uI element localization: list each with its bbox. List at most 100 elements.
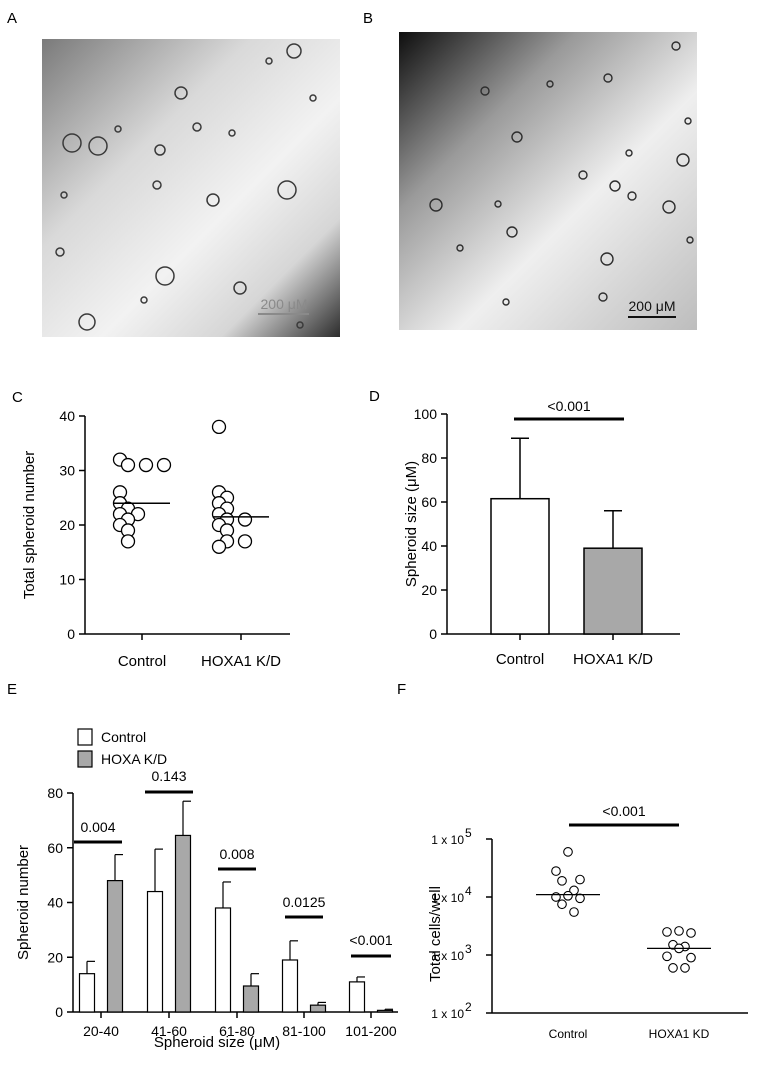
e-bar [78,973,96,1013]
micrograph-a: 200 μM [42,39,340,337]
f-x-tick-label: HOXA1 KD [649,1027,710,1041]
f-y-axis-label: Total cells/well [427,886,444,982]
d-significance-label: <0.001 [547,398,590,414]
e-y-axis-label: Spheroid number [15,845,32,960]
f-data-point [557,899,567,910]
d-y-tick-label: 60 [421,494,437,510]
c-data-point [211,539,227,554]
f-data-point [662,927,672,937]
f-data-point [575,874,585,885]
e-y-tick-label: 20 [47,949,63,965]
f-y-tick-label: 1 x 10 [431,891,464,905]
panel-label-b: B [363,10,373,27]
e-significance-label: 0.004 [80,819,115,835]
e-y-tick-label: 60 [47,840,63,856]
c-y-tick-label: 20 [59,517,75,533]
c-y-tick-label: 30 [59,463,75,479]
panel-label-a: A [7,10,17,27]
micrograph-a-background [42,39,340,337]
d-y-tick-label: 100 [414,406,438,422]
f-data-point [680,963,690,973]
f-data-point [563,847,573,857]
chart-d: 0 20 40 60 80 100 Control HOXA1 K/D <0.001 Sphero… [403,398,680,668]
e-bar [242,985,260,1013]
e-x-axis-label: Spheroid size (μM) [154,1034,280,1051]
c-data-point [120,534,136,549]
f-data-point [674,926,684,936]
d-y-tick-label: 40 [421,538,437,554]
d-y-tick-label: 80 [421,450,437,466]
d-y-tick-label: 20 [421,582,437,598]
e-y-tick-label: 80 [47,785,63,801]
chart-e: 0 20 40 60 80 20-40 41-60 61-80 81-100 101-200 0.0… [15,728,398,1051]
c-data-point [138,457,154,473]
chart-c: 0 10 20 30 40 Control HOXA1 K/D Total spheroid … [21,408,290,670]
d-y-axis-label: Spheroid size (μM) [403,461,420,587]
e-x-tick-label: 61-80 [219,1023,255,1039]
c-x-tick-label: Control [118,653,166,670]
f-y-tick-label: 1 x 10 [431,833,464,847]
e-significance-label: 0.143 [151,768,186,784]
micrograph-a-spheroids [55,43,317,331]
c-data-point [120,457,136,473]
e-x-tick-label: 81-100 [282,1023,326,1039]
e-bar [376,1009,394,1013]
e-y-tick-label: 40 [47,895,63,911]
c-data-point [156,457,172,473]
d-y-tick-label: 0 [429,626,437,642]
f-data-point [662,951,672,962]
f-data-point [551,866,561,876]
e-bar [106,879,124,1013]
e-bar [348,981,366,1013]
c-data-point [237,512,253,527]
e-x-tick-label: 41-60 [151,1023,187,1039]
micrograph-b-background [399,32,697,330]
c-x-tick-label: HOXA1 K/D [201,653,281,670]
f-y-tick-exponent: 2 [465,1000,472,1014]
f-data-point [575,893,585,904]
f-significance-label: <0.001 [602,803,645,819]
f-y-tick-exponent: 3 [465,942,472,956]
e-x-tick-label: 20-40 [83,1023,119,1039]
e-y-tick-label: 0 [55,1004,63,1020]
c-y-axis-label: Total spheroid number [21,451,38,599]
e-significance-label: 0.0125 [283,894,326,910]
f-y-tick-label: 1 x 10 [431,1007,464,1021]
panel-label-d: D [369,388,380,405]
e-bar [309,1004,327,1013]
f-y-tick-exponent: 4 [465,884,472,898]
c-y-tick-label: 40 [59,408,75,424]
micrograph-b-spheroids [429,41,694,306]
f-data-point [557,875,567,886]
e-significance-label: 0.008 [219,846,254,862]
e-bar [174,834,192,1013]
d-x-tick-label: Control [496,651,544,668]
micrograph-b: 200 μM [399,32,697,330]
e-bar [214,907,232,1013]
e-legend-swatch-hoxa [77,750,93,768]
d-x-tick-label: HOXA1 K/D [573,651,653,668]
micrograph-a-scale-label: 200 μM [261,296,308,312]
d-bar [583,547,643,635]
micrograph-b-scale-label: 200 μM [629,298,676,314]
f-data-point [686,928,696,938]
e-bar [281,959,299,1013]
f-data-point [569,907,579,917]
e-bar [146,890,164,1013]
e-legend-swatch-control [77,728,93,746]
f-y-tick-exponent: 5 [465,826,472,840]
f-data-point [686,952,696,963]
e-significance-label: <0.001 [349,932,392,948]
e-x-tick-label: 101-200 [345,1023,397,1039]
e-legend-label-control: Control [101,729,146,745]
c-data-point [237,534,253,549]
panel-label-f: F [397,681,406,698]
f-data-point [563,890,573,901]
panel-label-c: C [12,389,23,406]
panel-label-e: E [7,681,17,698]
d-bar [490,497,550,635]
e-legend-label-hoxa: HOXA K/D [101,751,167,767]
f-y-tick-label: 1 x 10 [431,949,464,963]
